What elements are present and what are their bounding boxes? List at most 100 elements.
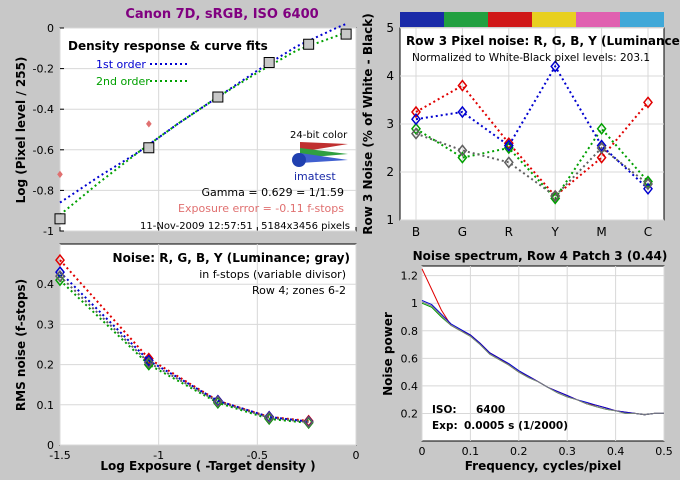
density-data-point	[143, 142, 155, 154]
noise-series-Y-point	[55, 269, 65, 283]
rgby-x-tick-label: M	[596, 225, 606, 239]
rgby-series-B-line	[415, 64, 649, 190]
rgby-series-B-point	[596, 139, 607, 152]
noise-y-tick-label: 0.3	[37, 318, 55, 331]
rgby-series-R-point	[643, 96, 653, 109]
noise-series-Y-point	[143, 356, 154, 369]
spectrum-x-tick-label: 0.1	[462, 445, 480, 458]
rgby-noise-panel: B G R Y M C 1 2 3 4 5 Row 3 Pixel noise: R, G, B, …	[361, 12, 680, 239]
spectrum-y-tick-label: 0.8	[401, 325, 419, 338]
spectrum-series	[421, 268, 664, 416]
logo-caption: 24-bit color	[290, 130, 348, 141]
spectrum-ticks: 0 0.1 0.2 0.3 0.4 0.5 0.2 0.4 0.6 0.8 1 1.2	[401, 270, 673, 458]
rgby-series	[411, 60, 653, 205]
noise-fstops-panel: -1.5 -1 -0.5 0 0 0.1 0.2 0.3 0.4 Noise: R, G, B,…	[14, 243, 360, 473]
noise-series-Y-point	[264, 411, 275, 424]
spectrum-x-tick-label: 0.2	[510, 445, 528, 458]
noise-x-label: Log Exposure ( -Target density )	[100, 459, 315, 473]
exp-value: 0.0005 s (1/2000)	[464, 420, 568, 432]
spectrum-y-label: Noise power	[381, 312, 395, 396]
spectrum-title: Noise spectrum, Row 4 Patch 3 (0.44)	[413, 249, 668, 263]
noise-series-B-point	[143, 354, 154, 367]
spectrum-series-Y-line	[421, 301, 664, 416]
density-data-point	[212, 91, 224, 103]
spectrum-y-tick-label: 0.4	[401, 380, 419, 393]
noise-series	[55, 253, 314, 430]
iso-label: ISO:	[432, 404, 457, 416]
rgby-x-tick-label: Y	[551, 225, 560, 239]
density-legend-1st: 1st order	[96, 58, 146, 71]
density-data-point	[54, 213, 66, 225]
color-strip-swatch	[576, 12, 620, 27]
rgby-series-R-point	[411, 105, 421, 119]
rgby-series-B-point	[411, 112, 421, 126]
noise-x-tick-label: -1.5	[49, 449, 70, 462]
rgby-series-Y-point	[643, 177, 653, 191]
rgby-series-Y-line	[415, 132, 649, 198]
noise-series-Y-point	[303, 415, 314, 429]
rgby-x-tick-label: R	[505, 225, 513, 239]
noise-series-R-point	[55, 253, 65, 267]
spectrum-y-tick-label: 1.2	[401, 270, 419, 283]
imatest-logo-text: imatest	[294, 170, 336, 183]
timestamp-text: 11-Nov-2009 12:57:51	[140, 221, 253, 232]
rgby-grid	[400, 27, 664, 221]
rgby-subtitle: Normalized to White-Black pixel levels: …	[412, 52, 650, 64]
imatest-logo	[292, 142, 348, 167]
noise-x-tick-label: -0.5	[247, 449, 268, 462]
rgby-series-Y-point	[596, 141, 607, 155]
density-y-ticks: -1 -0.8 -0.6 -0.4 -0.2 0	[33, 22, 54, 238]
density-fit-2nd	[59, 31, 347, 216]
rgby-series-Y-point	[550, 189, 561, 203]
noise-x-tick-label: 0	[353, 449, 360, 462]
figure-title: Canon 7D, sRGB, ISO 6400	[125, 7, 318, 22]
spectrum-plot-area	[421, 265, 665, 442]
noise-plot-area	[59, 243, 357, 446]
gamma-text: Gamma = 0.629 = 1/1.59	[201, 186, 344, 199]
pixels-text: 5184x3456 pixels	[261, 221, 350, 232]
rgby-series-B-point	[643, 182, 653, 196]
rgby-y-tick-label: 3	[386, 117, 394, 131]
density-title: Density response & curve fits	[68, 39, 268, 53]
rgby-series-G-point	[457, 151, 468, 164]
noise-y-label: RMS noise (f-stops)	[14, 279, 28, 411]
color-strip-swatch	[400, 12, 444, 27]
spectrum-x-tick-label: 0.3	[558, 445, 576, 458]
rgby-x-tick-label: G	[458, 225, 467, 239]
noise-series-Y-point	[212, 395, 223, 408]
density-y-tick-label: -0.8	[33, 184, 54, 197]
density-data-point	[303, 38, 315, 50]
noise-y-tick-label: 0.2	[37, 359, 55, 372]
noise-y-tick-label: 0.1	[37, 399, 55, 412]
density-data-point	[263, 57, 275, 69]
noise-y-tick-label: 0	[47, 439, 54, 452]
rgby-y-tick-label: 2	[386, 165, 394, 179]
spectrum-x-tick-label: 0.4	[607, 445, 625, 458]
rgby-y-tick-label: 1	[386, 213, 394, 227]
rgby-x-tick-label: C	[644, 225, 652, 239]
spectrum-x-label: Frequency, cycles/pixel	[465, 459, 622, 473]
color-strip-swatch	[444, 12, 488, 27]
rgby-title: Row 3 Pixel noise: R, G, B, Y (Luminance…	[406, 34, 680, 48]
rgby-series-R-point	[457, 79, 468, 92]
spectrum-y-tick-label: 0.2	[401, 407, 419, 420]
iso-value: 6400	[476, 404, 505, 416]
density-y-tick-label: -1	[43, 225, 54, 238]
density-data-point	[340, 28, 352, 40]
density-red-marker: ♦	[144, 119, 153, 130]
density-legend-2nd: 2nd order	[96, 75, 150, 88]
spectrum-y-tick-label: 1	[411, 297, 418, 310]
rgby-series-R-point	[596, 151, 607, 164]
noise-series-B-line	[59, 271, 309, 423]
density-panel: -1-0.8-0.6-0.4-0.20 ♦♦ Density response …	[14, 22, 357, 238]
rgby-series-B-point	[503, 139, 514, 152]
rgby-series-B-point	[550, 60, 561, 73]
rgby-series-G-point	[643, 175, 653, 188]
density-plot-area	[59, 27, 357, 232]
color-strip-swatch	[488, 12, 532, 27]
noise-y-tick-label: 0.4	[37, 278, 55, 291]
noise-annotation-2: Row 4; zones 6-2	[252, 284, 346, 297]
density-y-tick-label: -0.6	[33, 144, 54, 157]
noise-grid	[59, 244, 357, 446]
